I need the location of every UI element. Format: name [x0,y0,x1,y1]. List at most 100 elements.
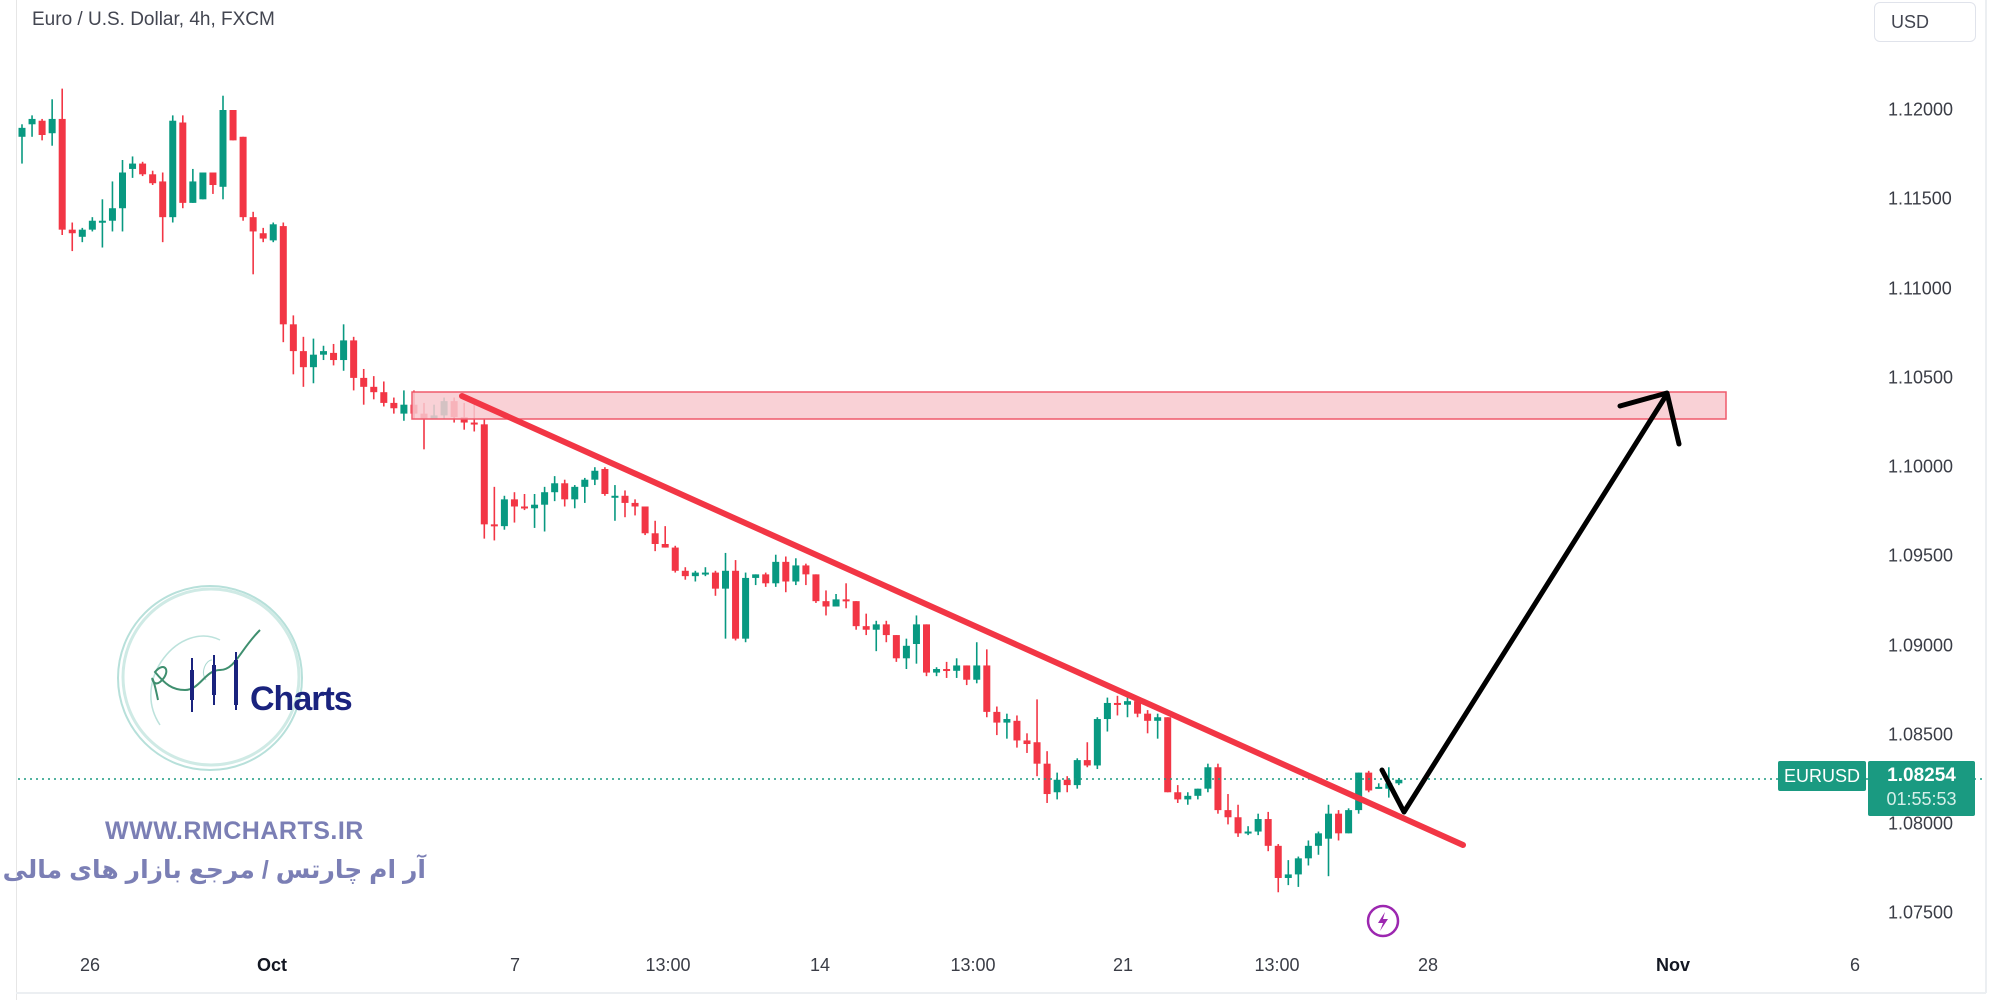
candle [129,163,137,169]
price-tick-label: 1.09500 [1888,545,1954,566]
candle [973,665,981,680]
candle [732,570,740,639]
time-tick-label: 21 [1112,955,1134,975]
candle [1244,831,1252,834]
candle [872,624,880,630]
candle [199,172,207,200]
candle [711,572,719,589]
candle [1023,740,1031,745]
candle [249,217,257,232]
price-axis-divider [1985,0,1987,993]
candle [239,136,247,218]
candle [169,120,177,218]
candle [360,377,368,387]
time-tick-label: 6 [1849,955,1861,975]
candle [1234,817,1242,834]
candle [259,233,267,239]
candle [661,543,669,548]
candle [58,118,66,230]
candle [1053,779,1061,793]
candle [1355,772,1363,811]
candle [330,352,338,361]
candle [1254,819,1262,832]
candle [1395,779,1403,784]
candle [98,220,106,223]
time-tick-label: 28 [1417,955,1439,975]
candle [1103,702,1111,720]
candle [1335,813,1343,834]
candle [179,122,187,203]
candle [852,601,860,627]
candle [1093,719,1101,766]
candle [480,424,488,525]
candle [380,392,388,403]
candle [671,547,679,571]
candle [912,624,920,645]
candle [1073,760,1081,786]
candle [390,402,398,409]
candle [139,163,147,175]
arrow-head-icon [1617,390,1682,447]
candle [812,574,820,602]
bar-countdown: 01:55:53 [1886,789,1957,809]
lightning-icon[interactable] [1366,904,1400,938]
candle [611,495,619,498]
candle [963,665,971,680]
candle [832,599,840,607]
time-axis-divider [16,992,1986,994]
candle [1284,874,1292,878]
price-tick-label: 1.10500 [1888,367,1954,388]
candle [923,624,930,673]
rmcharts-logo-icon [117,585,303,771]
candle [1063,779,1071,786]
candle [641,506,649,534]
candle [1134,701,1142,714]
watermark-tagline: آر ام چارتس / مرجع بازار های مالی [2,856,426,884]
candle [752,574,760,578]
candle [531,504,539,509]
candle [269,224,277,241]
candle [18,127,26,137]
candle [1164,717,1172,793]
candle [953,665,961,671]
resistance-zone [411,391,1727,420]
candle [621,495,629,503]
candle [691,572,699,577]
candle [1174,792,1182,800]
candle [309,354,317,368]
candle [601,468,609,494]
candle [1274,845,1282,878]
time-tick-label: 13:00 [950,955,996,975]
price-tick-label: 1.12000 [1888,99,1954,120]
candle [993,711,1001,723]
candle [892,635,900,659]
candle [119,172,126,209]
candles-layer [18,88,1403,893]
candle [1294,858,1302,875]
time-tick-label: Oct [256,955,288,975]
candle [510,499,518,507]
currency-button[interactable]: USD [1874,2,1976,42]
candle [500,499,508,527]
candle [762,574,770,584]
candle [591,470,599,480]
candle [159,181,167,218]
candle [38,120,46,136]
symbol-tag: EURUSD [1778,761,1866,791]
logo-wordmark: Charts [250,680,353,718]
candle [1204,767,1212,789]
candle [571,486,579,500]
candle [581,479,589,487]
candle [28,118,36,125]
candle [933,669,941,673]
candle [802,565,810,575]
candle [782,561,790,582]
candle [1194,788,1202,796]
candle [1264,819,1272,846]
candle [1013,720,1021,741]
candle [1184,795,1192,800]
candle [1043,763,1051,795]
candle [1224,810,1232,818]
price-tick-label: 1.08000 [1888,813,1954,834]
